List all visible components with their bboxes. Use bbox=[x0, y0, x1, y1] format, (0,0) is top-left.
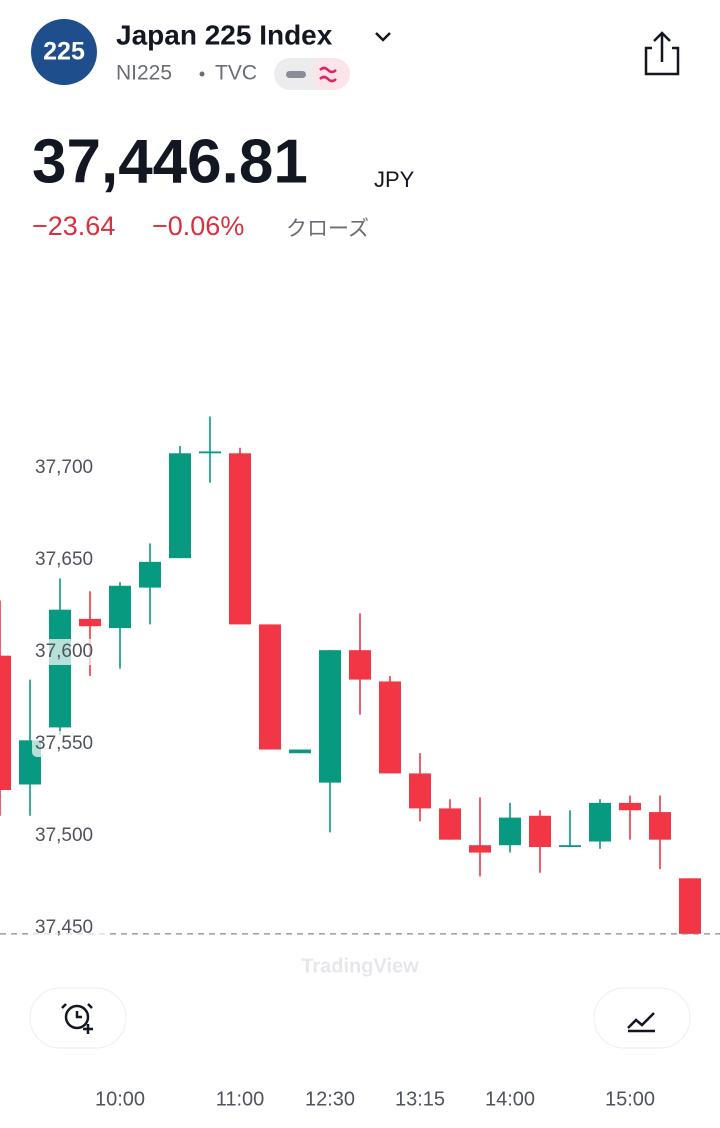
x-tick-label: 11:00 bbox=[216, 1088, 265, 1110]
candle-body bbox=[109, 585, 131, 629]
indicators-button[interactable] bbox=[593, 987, 691, 1049]
candle-body bbox=[79, 618, 101, 627]
y-tick-bg bbox=[32, 915, 108, 941]
y-tick-bg bbox=[32, 455, 108, 481]
watermark: TradingView bbox=[301, 955, 419, 977]
symbol-code: NI225 bbox=[116, 62, 172, 85]
badge-icon bbox=[286, 71, 306, 78]
x-tick-label: 10:00 bbox=[95, 1088, 145, 1110]
logo-text: 225 bbox=[43, 38, 85, 66]
candle-body bbox=[199, 451, 221, 454]
chart: TradingView 10:00 11:00 12:30 13:15 14:00 15:0… bbox=[0, 416, 720, 1110]
x-tick-label: 15:00 bbox=[605, 1088, 655, 1110]
y-tick-label: 37,650 bbox=[35, 549, 93, 570]
candle-body bbox=[499, 817, 521, 846]
price: 37,446.81 bbox=[32, 127, 308, 196]
y-tick-label: 37,700 bbox=[35, 457, 93, 478]
y-tick-bg bbox=[32, 639, 108, 665]
indicators-icon[interactable] bbox=[627, 1012, 655, 1033]
change: −23.64 bbox=[32, 211, 115, 241]
y-tick-label: 37,550 bbox=[35, 733, 93, 754]
x-tick-label: 12:30 bbox=[305, 1088, 355, 1110]
candle-body bbox=[589, 802, 611, 842]
candle-body bbox=[169, 453, 191, 559]
candle-body bbox=[49, 609, 71, 728]
dropdown-arrow[interactable] bbox=[375, 32, 391, 42]
symbol-title[interactable]: Japan 225 Index bbox=[116, 19, 333, 50]
badge-icon-bg bbox=[312, 58, 350, 90]
candle-body bbox=[439, 808, 461, 840]
logo bbox=[31, 19, 97, 85]
candle-body bbox=[529, 815, 551, 848]
candle-body bbox=[469, 845, 491, 853]
candle-body bbox=[409, 773, 431, 809]
separator bbox=[199, 71, 205, 77]
candle-body bbox=[649, 812, 671, 840]
currency: JPY bbox=[374, 167, 415, 192]
candle-body bbox=[0, 655, 11, 790]
market-status: クローズ bbox=[286, 218, 369, 241]
candle-body bbox=[229, 453, 251, 625]
alert-icon[interactable] bbox=[61, 1003, 93, 1034]
candle-body bbox=[259, 624, 281, 750]
candle-body bbox=[559, 845, 581, 848]
candle-body bbox=[619, 802, 641, 811]
y-tick-bg bbox=[32, 823, 108, 849]
candle-body bbox=[379, 681, 401, 774]
y-tick-label: 37,500 bbox=[35, 825, 93, 846]
y-tick-label: 37,450 bbox=[35, 917, 93, 938]
candle-body bbox=[349, 650, 371, 680]
share-button[interactable] bbox=[644, 31, 680, 76]
y-tick-label: 37,600 bbox=[35, 641, 93, 662]
x-tick-label: 13:15 bbox=[395, 1088, 445, 1110]
change-percent: −0.06% bbox=[152, 211, 244, 241]
candle-body bbox=[139, 561, 161, 588]
y-tick-bg bbox=[32, 731, 108, 757]
x-tick-label: 14:00 bbox=[485, 1088, 535, 1110]
candle-body bbox=[679, 878, 701, 934]
y-tick-bg bbox=[32, 547, 108, 573]
badge-wave bbox=[319, 66, 337, 83]
candle-body bbox=[289, 749, 311, 754]
candle-body bbox=[319, 650, 341, 783]
exchange: TVC bbox=[215, 62, 257, 85]
